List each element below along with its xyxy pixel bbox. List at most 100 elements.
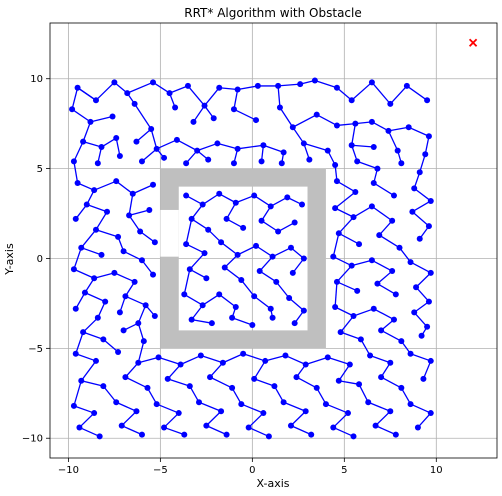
tree-node — [92, 357, 99, 364]
tree-edge — [410, 261, 432, 274]
tree-node — [313, 384, 320, 391]
tree-edge — [187, 85, 206, 107]
tree-node — [234, 86, 241, 93]
tree-node — [378, 374, 385, 381]
tree-node — [120, 327, 127, 334]
tree-edge — [136, 128, 152, 143]
tree-edge — [415, 272, 432, 288]
tree-edge — [189, 252, 205, 270]
tree-edge — [233, 89, 239, 110]
tree-node — [216, 291, 223, 298]
tree-edge — [373, 308, 395, 321]
tree-edge — [185, 218, 193, 245]
tree-node — [120, 248, 127, 255]
tree-node — [368, 257, 375, 264]
tree-edge — [128, 209, 150, 216]
tree-node — [289, 269, 296, 276]
tree-node — [333, 178, 340, 185]
tree-edge — [353, 205, 373, 218]
tree-node — [260, 142, 267, 149]
tree-node — [256, 268, 263, 275]
tree-edge — [353, 308, 374, 317]
tree-edge — [253, 295, 272, 310]
tree-node — [367, 352, 374, 359]
tree-edge — [191, 218, 209, 231]
tree-edge — [334, 207, 354, 218]
tree-node — [186, 266, 193, 273]
tree-node — [92, 97, 99, 104]
grid — [50, 23, 497, 458]
tree-edge — [123, 250, 143, 261]
tree-edge — [183, 269, 191, 295]
tree-edge — [75, 331, 84, 354]
tree-edge — [283, 401, 306, 412]
tree-edge — [226, 202, 237, 220]
tree-node — [284, 194, 291, 201]
tree-edge — [128, 193, 134, 216]
tree-edge — [336, 265, 353, 283]
tree-edge — [417, 412, 432, 428]
tree-node — [280, 399, 287, 406]
tree-edge — [73, 161, 79, 184]
tree-edge — [259, 256, 274, 272]
tree-node — [116, 153, 123, 160]
tree-node — [186, 383, 193, 390]
tree-edge — [163, 412, 180, 428]
tree-edge — [226, 218, 244, 229]
y-ticks: −10 −5 0 5 10 — [22, 74, 50, 445]
tree-node — [177, 361, 184, 368]
tree-node — [184, 82, 191, 89]
tree-edge — [333, 426, 354, 438]
tree-edge — [336, 180, 356, 193]
tree-node — [175, 410, 182, 417]
tree-node — [111, 79, 118, 86]
tree-edge — [277, 85, 281, 108]
tree-edge — [237, 144, 264, 150]
tree-edge — [413, 187, 432, 202]
tree-node — [370, 144, 377, 151]
tree-node — [164, 375, 171, 382]
tree-edge — [305, 356, 328, 366]
tree-node — [133, 138, 140, 145]
tree-node — [352, 120, 359, 127]
tree-node — [102, 298, 109, 305]
tree-edge — [413, 311, 428, 328]
tree-edge — [75, 204, 88, 220]
tree-node — [370, 305, 377, 312]
tree-edge — [253, 378, 275, 387]
tree-node — [332, 205, 339, 212]
tree-edge — [314, 79, 338, 89]
tree-node — [70, 158, 77, 165]
tree-node — [196, 399, 202, 406]
tree-edge — [325, 403, 349, 414]
tree-edge — [351, 259, 373, 267]
tree-edge — [356, 160, 378, 170]
tree-edge — [180, 354, 202, 366]
tree-node — [405, 124, 412, 131]
tree-node — [98, 251, 105, 258]
tree-edge — [413, 301, 430, 313]
tree-edge — [336, 87, 353, 101]
tree-node — [230, 160, 237, 167]
tree-node — [151, 312, 158, 319]
tree-edge — [81, 380, 104, 387]
tree-node — [221, 264, 228, 271]
tree-edge — [202, 293, 220, 306]
tree-node — [306, 156, 313, 163]
tree-edge — [209, 362, 224, 378]
tree-node — [335, 377, 342, 384]
tree-node — [330, 424, 337, 431]
plot-frame — [49, 22, 498, 459]
tree-node — [70, 266, 77, 273]
tree-edge — [191, 318, 212, 324]
tree-edge — [412, 200, 432, 213]
tree-edge — [77, 182, 95, 191]
tree-node — [78, 244, 85, 251]
tree-edge — [378, 220, 393, 236]
tree-node — [407, 259, 414, 266]
tree-node — [258, 158, 265, 165]
tree-node — [72, 305, 79, 312]
tree-node — [111, 269, 118, 276]
tree-node — [161, 424, 168, 431]
tree-node — [398, 384, 405, 391]
